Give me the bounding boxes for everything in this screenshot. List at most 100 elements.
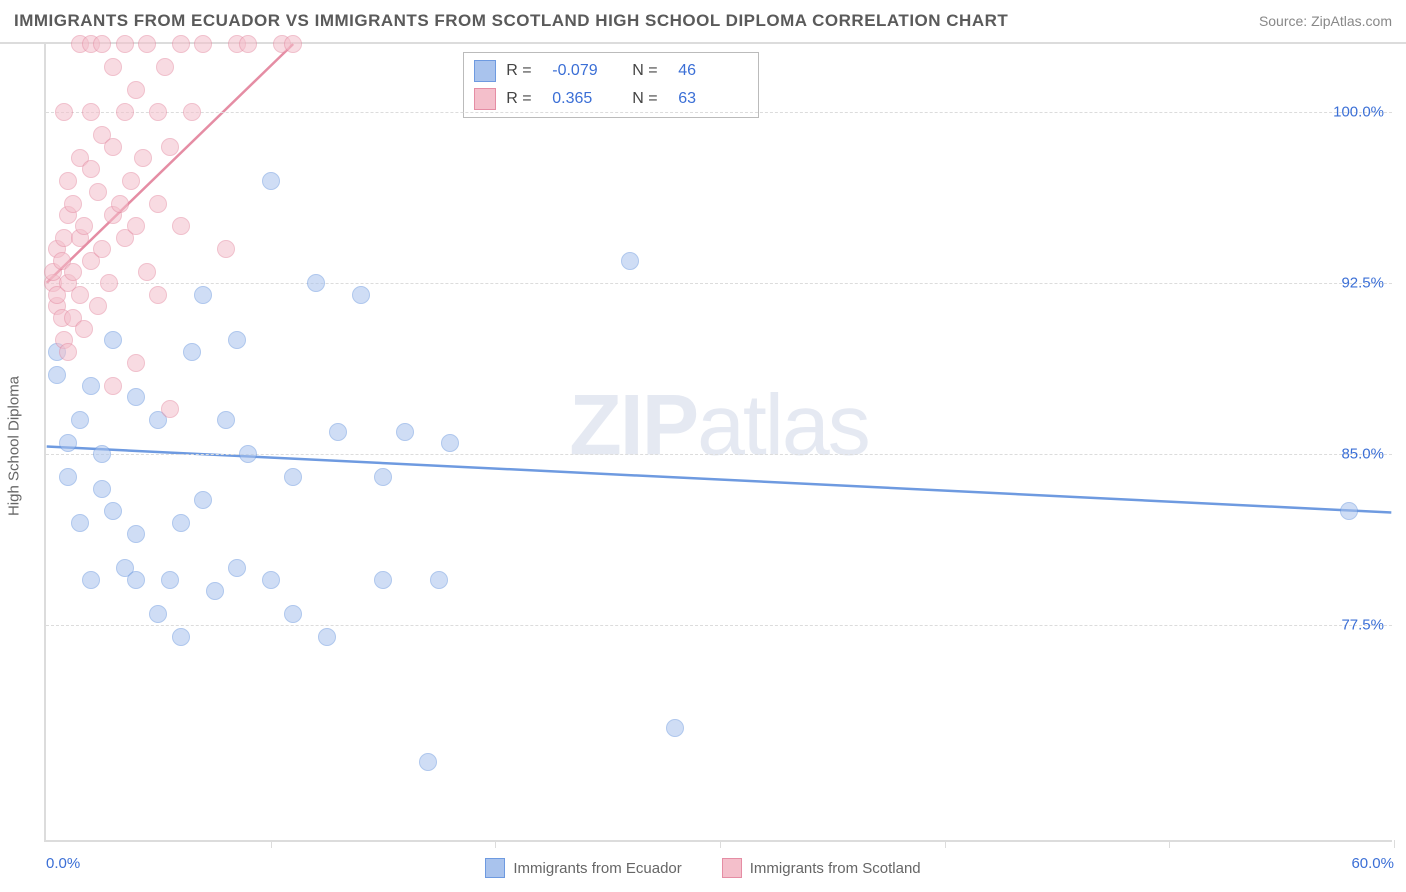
scatter-point [621, 252, 639, 270]
legend-swatch [485, 858, 505, 878]
scatter-point [284, 468, 302, 486]
scatter-point [161, 571, 179, 589]
xtick [1394, 840, 1395, 848]
scatter-point [149, 286, 167, 304]
ytick-label: 92.5% [1341, 275, 1384, 292]
scatter-point [82, 160, 100, 178]
xtick [495, 840, 496, 848]
scatter-point [82, 103, 100, 121]
scatter-point [161, 138, 179, 156]
scatter-point [666, 719, 684, 737]
scatter-point [127, 388, 145, 406]
scatter-point [262, 172, 280, 190]
source-prefix: Source: [1259, 13, 1311, 29]
scatter-point [64, 263, 82, 281]
stat-r-label: R = [506, 62, 542, 80]
scatter-point [64, 195, 82, 213]
scatter-point [104, 377, 122, 395]
stat-n-label: N = [632, 90, 668, 108]
scatter-plot-area: ZIPatlas R =-0.079N =46R =0.365N =63 77.… [44, 44, 1392, 842]
legend-swatch [722, 858, 742, 878]
scatter-point [71, 286, 89, 304]
legend-bottom: Immigrants from Ecuador Immigrants from S… [0, 858, 1406, 878]
scatter-point [100, 274, 118, 292]
scatter-point [262, 571, 280, 589]
scatter-point [71, 411, 89, 429]
scatter-point [127, 217, 145, 235]
scatter-point [116, 103, 134, 121]
scatter-point [217, 240, 235, 258]
correlation-stats-box: R =-0.079N =46R =0.365N =63 [463, 52, 759, 118]
scatter-point [127, 571, 145, 589]
xtick [720, 840, 721, 848]
scatter-point [374, 468, 392, 486]
source-value: ZipAtlas.com [1311, 13, 1392, 29]
gridline-y [46, 625, 1392, 626]
scatter-point [89, 297, 107, 315]
scatter-point [134, 149, 152, 167]
scatter-point [228, 331, 246, 349]
chart-header: IMMIGRANTS FROM ECUADOR VS IMMIGRANTS FR… [0, 0, 1406, 44]
scatter-point [59, 468, 77, 486]
scatter-point [122, 172, 140, 190]
scatter-point [239, 445, 257, 463]
scatter-point [307, 274, 325, 292]
scatter-point [149, 605, 167, 623]
scatter-point [104, 331, 122, 349]
scatter-point [59, 434, 77, 452]
xtick [1169, 840, 1170, 848]
scatter-point [217, 411, 235, 429]
legend-label: Immigrants from Ecuador [513, 860, 681, 877]
scatter-point [228, 559, 246, 577]
scatter-point [75, 217, 93, 235]
scatter-point [329, 423, 347, 441]
stat-n-label: N = [632, 62, 668, 80]
legend-item: Immigrants from Ecuador [485, 858, 681, 878]
scatter-point [194, 491, 212, 509]
scatter-point [104, 502, 122, 520]
scatter-point [161, 400, 179, 418]
scatter-point [48, 366, 66, 384]
scatter-point [1340, 502, 1358, 520]
stat-r-label: R = [506, 90, 542, 108]
scatter-point [75, 320, 93, 338]
regression-lines-layer [46, 44, 1392, 840]
scatter-point [172, 628, 190, 646]
scatter-point [441, 434, 459, 452]
legend-item: Immigrants from Scotland [722, 858, 921, 878]
scatter-point [374, 571, 392, 589]
scatter-point [93, 445, 111, 463]
legend-label: Immigrants from Scotland [750, 860, 921, 877]
scatter-point [93, 240, 111, 258]
scatter-point [172, 35, 190, 53]
xtick [271, 840, 272, 848]
scatter-point [82, 571, 100, 589]
scatter-point [116, 35, 134, 53]
stat-n-value: 63 [678, 90, 748, 108]
scatter-point [55, 103, 73, 121]
scatter-point [284, 35, 302, 53]
scatter-point [104, 138, 122, 156]
scatter-point [89, 183, 107, 201]
stat-r-value: 0.365 [552, 90, 622, 108]
scatter-point [138, 35, 156, 53]
gridline-y [46, 283, 1392, 284]
scatter-point [93, 35, 111, 53]
scatter-point [149, 195, 167, 213]
stat-r-value: -0.079 [552, 62, 622, 80]
scatter-point [206, 582, 224, 600]
scatter-point [156, 58, 174, 76]
scatter-point [149, 103, 167, 121]
scatter-point [127, 525, 145, 543]
scatter-point [111, 195, 129, 213]
scatter-point [352, 286, 370, 304]
scatter-point [284, 605, 302, 623]
scatter-point [419, 753, 437, 771]
scatter-point [194, 35, 212, 53]
scatter-point [71, 514, 89, 532]
scatter-point [172, 217, 190, 235]
gridline-y [46, 112, 1392, 113]
scatter-point [430, 571, 448, 589]
scatter-point [194, 286, 212, 304]
stat-row: R =-0.079N =46 [474, 57, 748, 85]
